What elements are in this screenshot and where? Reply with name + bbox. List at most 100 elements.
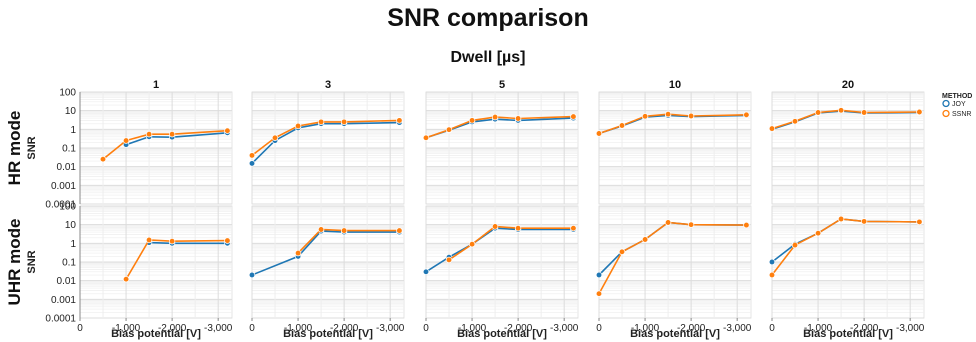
data-point-ssnr	[743, 221, 750, 229]
data-point-ssnr	[294, 122, 302, 130]
legend-title: METHOD	[942, 93, 972, 100]
column-label: 1	[153, 79, 159, 91]
data-point-ssnr	[837, 215, 845, 223]
y-tick-label: 0.1	[62, 258, 76, 269]
data-point-ssnr	[340, 118, 348, 126]
data-point-ssnr	[422, 134, 430, 141]
data-point-ssnr	[837, 107, 845, 114]
data-point-ssnr	[641, 113, 649, 120]
x-tick-label: -2,000	[850, 323, 879, 334]
data-point-ssnr	[396, 117, 403, 124]
data-point-ssnr	[491, 223, 499, 230]
data-point-ssnr	[814, 230, 822, 237]
data-point-ssnr	[618, 122, 626, 129]
data-point-ssnr	[687, 221, 695, 228]
y-tick-label: 0.001	[51, 181, 76, 192]
x-axis-title: Bias potential [V]	[630, 328, 720, 340]
data-point-ssnr	[122, 137, 130, 144]
data-point-ssnr	[491, 113, 499, 121]
legend-label: SSNR	[952, 111, 971, 118]
data-point-ssnr	[595, 290, 603, 297]
data-point-ssnr	[445, 126, 453, 133]
data-point-ssnr	[768, 125, 776, 132]
data-point-ssnr	[224, 237, 231, 244]
data-point-ssnr	[168, 131, 176, 138]
series-line-ssnr	[598, 221, 747, 295]
data-point-ssnr	[99, 156, 107, 163]
x-tick-label: -1,000	[458, 323, 487, 334]
data-point-ssnr	[248, 152, 256, 159]
facet-title: Dwell [µs]	[450, 49, 526, 66]
series-line-joy	[149, 241, 228, 245]
chart-title: SNR comparison	[387, 4, 589, 32]
data-point-ssnr	[791, 118, 799, 125]
data-point-ssnr	[916, 218, 923, 226]
data-point-ssnr	[860, 109, 868, 116]
data-point-ssnr	[743, 111, 750, 118]
data-point-joy	[248, 160, 256, 167]
data-point-ssnr	[570, 225, 577, 232]
x-tick-label: -2,000	[504, 323, 533, 334]
x-tick-label: 0	[596, 323, 602, 334]
data-point-ssnr	[317, 118, 325, 126]
y-tick-label: 100	[59, 88, 76, 99]
legend-marker-ssnr	[942, 109, 950, 118]
data-point-ssnr	[271, 134, 279, 141]
column-label: 10	[669, 79, 681, 91]
data-point-ssnr	[224, 127, 231, 134]
data-point-joy	[595, 271, 603, 279]
y-tick-label: 10	[65, 220, 77, 231]
data-point-ssnr	[768, 271, 776, 279]
x-tick-label: -3,000	[896, 323, 925, 334]
x-tick-label: -2,000	[158, 323, 187, 334]
data-point-ssnr	[514, 225, 522, 232]
y-tick-label: 1	[70, 125, 76, 136]
y-tick-label: 100	[59, 202, 76, 213]
legend-label: JOY	[952, 101, 966, 108]
data-point-ssnr	[814, 109, 822, 116]
x-axis-title: Bias potential [V]	[283, 328, 373, 340]
data-point-ssnr	[294, 249, 302, 257]
data-point-ssnr	[641, 236, 649, 243]
data-point-ssnr	[340, 227, 348, 234]
column-label: 3	[325, 79, 331, 91]
series-line-joy	[251, 121, 400, 164]
data-point-ssnr	[916, 108, 923, 116]
y-tick-label: 1	[70, 239, 76, 250]
y-axis-title: SNR	[26, 250, 38, 273]
x-tick-label: -3,000	[550, 323, 579, 334]
data-point-ssnr	[468, 117, 476, 124]
y-tick-label: 0.001	[51, 295, 76, 306]
data-point-ssnr	[122, 276, 130, 283]
data-point-ssnr	[145, 236, 153, 244]
y-tick-label: 0.01	[57, 162, 77, 173]
data-point-ssnr	[168, 238, 176, 245]
y-tick-label: 10	[65, 106, 77, 117]
x-tick-label: 0	[423, 323, 429, 334]
row-label: HR mode	[5, 111, 24, 186]
x-tick-label: -1,000	[284, 323, 313, 334]
y-axis-title: SNR	[26, 136, 38, 159]
data-point-ssnr	[145, 131, 153, 138]
data-point-ssnr	[595, 130, 603, 137]
data-point-ssnr	[860, 218, 868, 225]
data-point-joy	[768, 258, 776, 266]
series-line-ssnr	[297, 228, 400, 254]
data-point-ssnr	[664, 111, 672, 118]
y-tick-label: 0.0001	[45, 314, 76, 325]
data-point-ssnr	[687, 112, 695, 120]
y-tick-label: 0.0001	[45, 200, 76, 211]
series-line-ssnr	[425, 115, 574, 139]
x-tick-label: 0	[77, 323, 83, 334]
x-tick-label: -1,000	[804, 323, 833, 334]
data-point-ssnr	[618, 248, 626, 255]
data-point-joy	[248, 271, 256, 279]
column-label: 5	[499, 79, 505, 91]
data-point-joy	[422, 268, 430, 275]
data-point-ssnr	[317, 226, 325, 233]
y-tick-label: 0.01	[57, 276, 77, 287]
x-tick-label: -3,000	[376, 323, 405, 334]
x-tick-label: -3,000	[723, 323, 752, 334]
y-tick-label: 0.1	[62, 144, 76, 155]
x-axis-title: Bias potential [V]	[457, 328, 547, 340]
